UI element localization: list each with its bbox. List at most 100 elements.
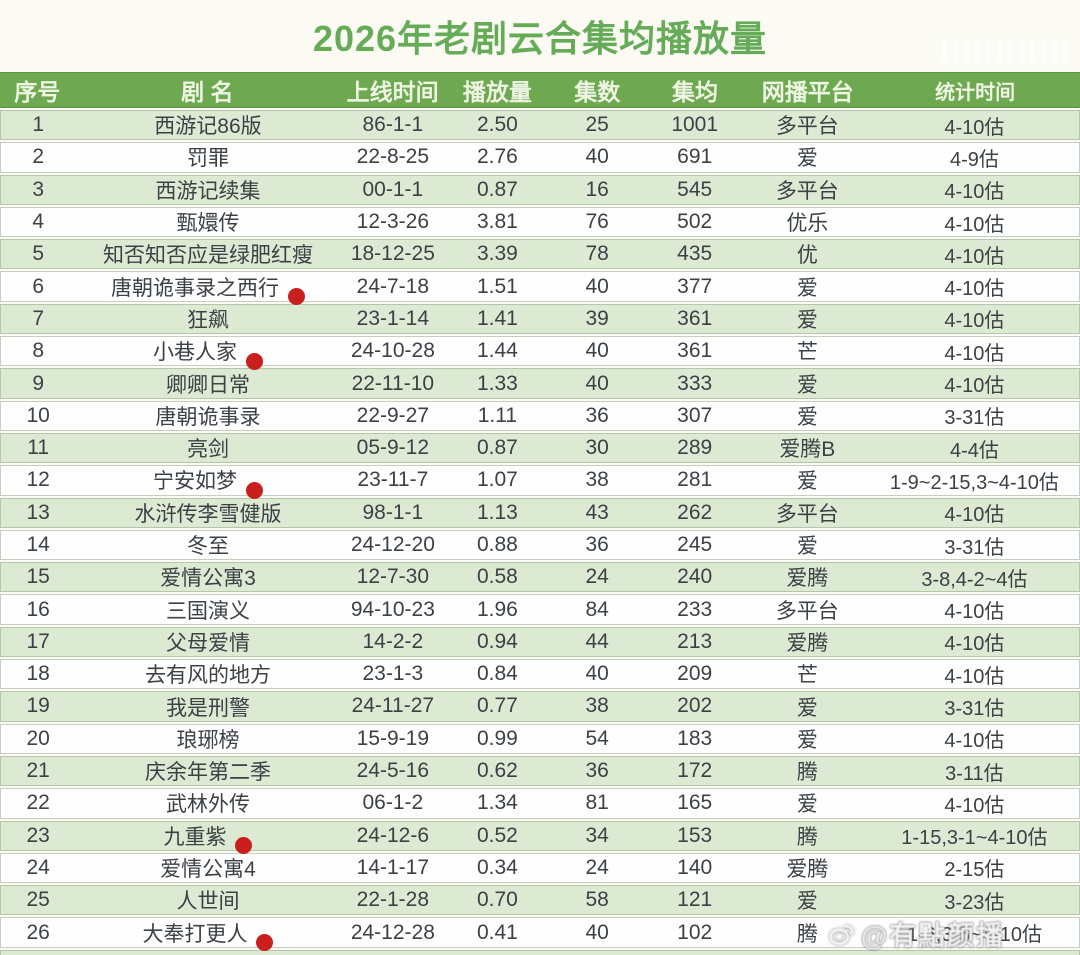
cell-stat-period: 3-8,4-2~4估 [921,568,1028,591]
cell-episode-count: 40 [585,371,609,395]
cell-platform: 芒 [796,341,818,365]
cell-episode-count: 54 [585,726,609,750]
table-row: 2 罚罪 22-8-25 2.76 40 691 爱 4-9估 [0,142,1080,173]
table-row: 3 西游记续集 00-1-1 0.87 16 545 多平台 4-10估 [0,174,1080,205]
cell-drama-name: 甄嬛传 [176,212,240,236]
cell-stat-period: 4-10估 [944,375,1005,398]
table-row: 11 亮剑 05-9-12 0.87 30 289 爱腾B 4-4估 [0,432,1080,464]
cell-release-date: 24-7-18 [356,274,430,298]
cell-drama-name: 人世间 [176,890,240,914]
cell-release-date: 24-12-6 [356,823,430,847]
cell-release-date: 94-10-23 [350,597,435,621]
cell-play-volume: 2.50 [476,113,518,137]
cell-platform: 爱 [796,147,818,171]
cell-drama-name: 西游记86版 [154,115,262,139]
cell-stat-period: 1-6,3-5~4-10估 @有點颜播 [829,918,1079,951]
cell-avg-per-episode: 240 [677,565,713,589]
header-avg-per-episode: 集均 [671,79,718,105]
table-row: 18 去有风的地方 23-1-3 0.84 40 209 芒 4-10估 [0,659,1080,690]
header-stat-period: 统计时间 [935,81,1016,104]
table-row: 12 宁安如梦 23-11-7 1.07 38 281 爱 1-9~2-15,3… [0,465,1080,499]
cell-index: 19 [26,694,50,718]
red-dot-marker [245,352,263,370]
cell-play-volume: 1.07 [476,468,518,492]
cell-episode-count: 40 [585,145,609,169]
table-row: 10 唐朝诡事录 22-9-27 1.11 36 307 爱 3-31估 [0,400,1080,431]
cell-episode-count: 36 [585,759,609,783]
cell-avg-per-episode: 172 [677,759,713,783]
cell-release-date: 22-9-27 [356,403,430,427]
table-row: 15 爱情公寓3 12-7-30 0.58 24 240 爱腾 3-8,4-2~… [0,562,1080,593]
cell-stat-period: 4-10估 [944,633,1005,656]
cell-avg-per-episode: 153 [677,823,713,847]
cell-avg-per-episode: 361 [677,339,713,363]
cell-episode-count: 30 [585,436,609,460]
header-play-volume: 播放量 [462,79,532,105]
cell-play-volume: 0.58 [476,565,518,589]
cell-index: 25 [26,888,50,912]
cell-stat-period: 4-10估 [944,601,1005,624]
cell-play-volume: 3.39 [476,242,518,266]
cell-stat-period: 4-10估 [944,504,1005,527]
cell-stat-period: 3-23估 [944,891,1005,914]
cell-platform: 爱 [796,793,818,817]
red-dot-marker [287,288,305,306]
cell-stat-period: 4-4估 [949,439,999,462]
header-release-date: 上线时间 [346,79,439,105]
cell-play-volume: 0.88 [476,533,518,556]
table-row: 4 甄嬛传 12-3-26 3.81 76 502 优乐 4-10估 [0,206,1080,238]
cell-platform: 多平台 [775,599,839,623]
cell-play-volume: 1.11 [477,403,518,427]
cell-episode-count: 81 [585,791,609,815]
cell-release-date: 15-9-19 [356,726,430,750]
table-row: 24 爱情公寓4 14-1-17 0.34 24 140 爱腾 2-15估 [0,852,1080,884]
cell-play-volume: 1.34 [476,791,518,815]
cell-play-volume: 2.76 [476,145,518,169]
cell-avg-per-episode: 165 [677,791,713,815]
cell-episode-count: 58 [585,888,609,912]
cell-episode-count: 38 [585,468,609,492]
cell-drama-name: 宁安如梦 [75,466,340,499]
table-row: 8 小巷人家 24-10-28 1.44 40 361 芒 4-10估 [0,336,1080,370]
cell-release-date: 23-1-3 [362,662,424,686]
cell-release-date: 12-3-26 [356,210,430,234]
cell-index: 26 [26,920,50,944]
cell-play-volume: 0.62 [476,759,518,783]
cell-stat-period: 4-10估 [944,794,1005,817]
cell-play-volume: 0.70 [476,888,518,912]
red-dot-marker [245,481,263,499]
cell-play-volume: 3.81 [476,210,518,234]
cell-drama-name: 知否知否应是绿肥红瘦 [102,244,313,268]
cell-platform: 爱腾 [786,567,829,591]
cell-platform: 爱 [796,276,818,300]
cell-stat-period: 4-9估 [949,148,999,171]
table-row: 26 大奉打更人 24-12-28 0.41 40 102 腾 1-6,3-5~… [0,917,1080,951]
cut-off-next-row [0,949,1080,955]
cell-release-date: 24-5-16 [356,759,430,783]
cell-stat-period: 4-10估 [944,278,1005,301]
cell-episode-count: 39 [585,306,609,330]
cell-stat-period: 4-10估 [944,116,1005,139]
drama-stats-table: 序号 剧 名 上线时间 播放量 集数 集均 网播平台 统计时间 1 西游记86版… [0,72,1080,955]
cell-avg-per-episode: 435 [677,242,713,266]
cell-release-date: 24-11-27 [351,694,435,718]
cell-index: 20 [26,726,50,750]
cell-index: 9 [32,371,45,395]
cell-stat-period: 4-10估 [944,730,1005,753]
table-row: 16 三国演义 94-10-23 1.96 84 233 多平台 4-10估 [0,594,1080,625]
cell-avg-per-episode: 545 [677,177,713,201]
cell-platform: 爱 [796,470,818,494]
cell-episode-count: 40 [585,339,609,363]
cell-episode-count: 16 [585,177,609,201]
cell-episode-count: 40 [585,662,609,686]
table-body: 1 西游记86版 86-1-1 2.50 25 1001 多平台 4-10估 2… [0,110,1080,951]
table-row: 5 知否知否应是绿肥红瘦 18-12-25 3.39 78 435 优 4-10… [0,239,1080,270]
cell-play-volume: 0.87 [476,177,518,201]
cell-platform: 爱腾 [786,631,829,655]
cell-drama-name: 武林外传 [165,793,250,817]
cell-episode-count: 44 [585,629,609,653]
cell-avg-per-episode: 502 [677,210,713,234]
cell-index: 7 [32,306,45,330]
cell-avg-per-episode: 209 [677,662,713,686]
cell-release-date: 98-1-1 [362,500,424,524]
